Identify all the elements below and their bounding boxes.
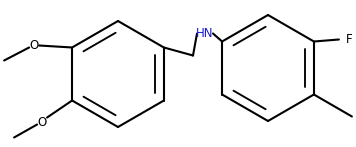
Text: O: O: [30, 39, 39, 52]
Text: F: F: [346, 33, 352, 46]
Text: HN: HN: [196, 27, 214, 40]
Text: O: O: [37, 116, 47, 129]
